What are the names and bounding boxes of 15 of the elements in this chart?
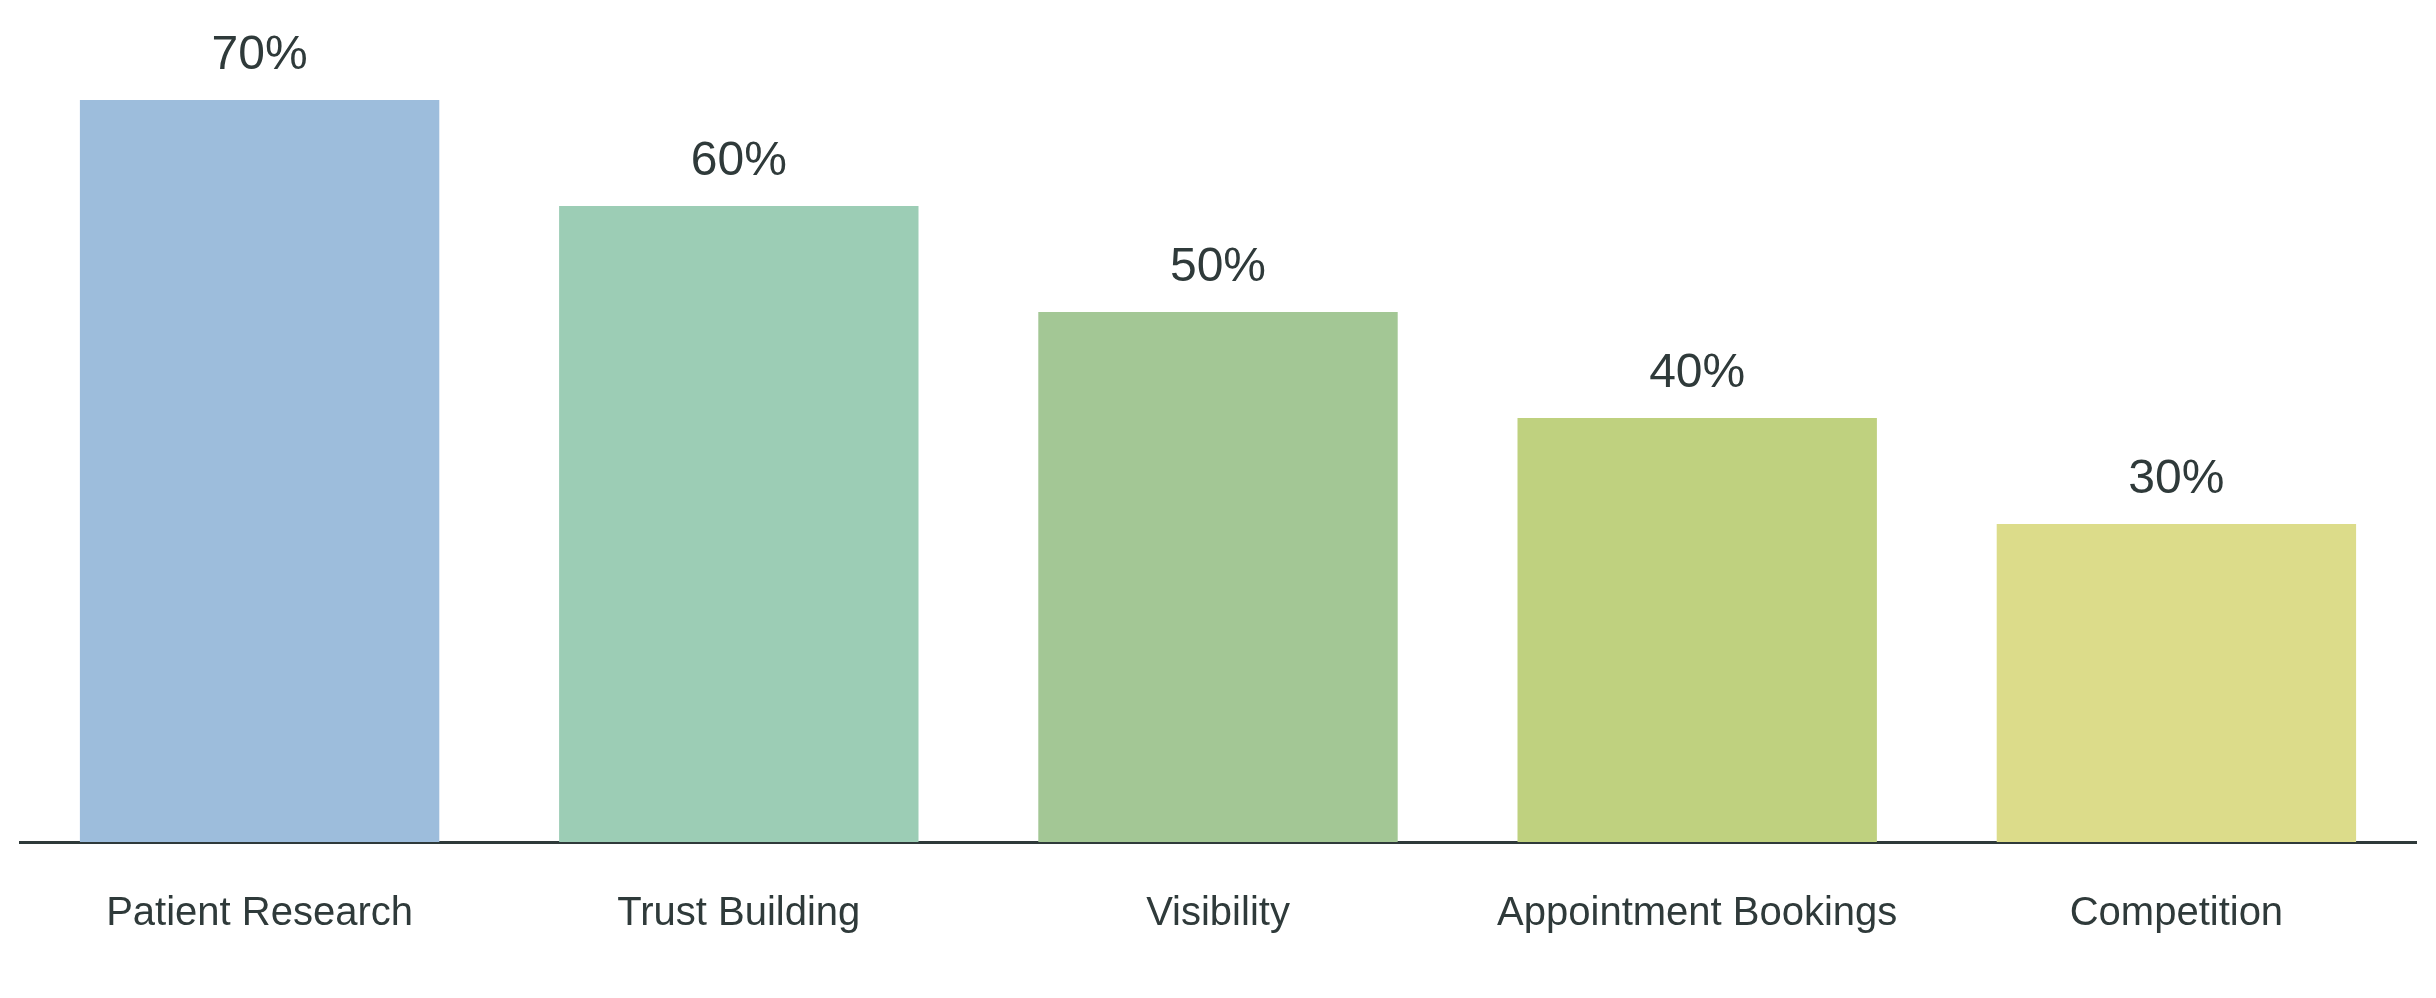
bar xyxy=(1996,524,2357,842)
bar xyxy=(559,206,919,842)
data-label: 60% xyxy=(690,132,787,186)
x-tick-label: Appointment Bookings xyxy=(1497,889,1898,934)
data-label: 40% xyxy=(1649,344,1746,398)
x-tick-label: Patient Research xyxy=(106,889,414,934)
x-tick-label: Competition xyxy=(2069,889,2284,934)
bar xyxy=(1517,418,1877,842)
x-tick-label: Visibility xyxy=(1146,889,1290,934)
data-label: 70% xyxy=(211,26,308,80)
data-label: 50% xyxy=(1169,238,1267,292)
bar xyxy=(1038,312,1398,842)
data-label: 30% xyxy=(2128,450,2225,504)
x-tick-label: Trust Building xyxy=(617,889,861,934)
bar xyxy=(79,100,440,842)
